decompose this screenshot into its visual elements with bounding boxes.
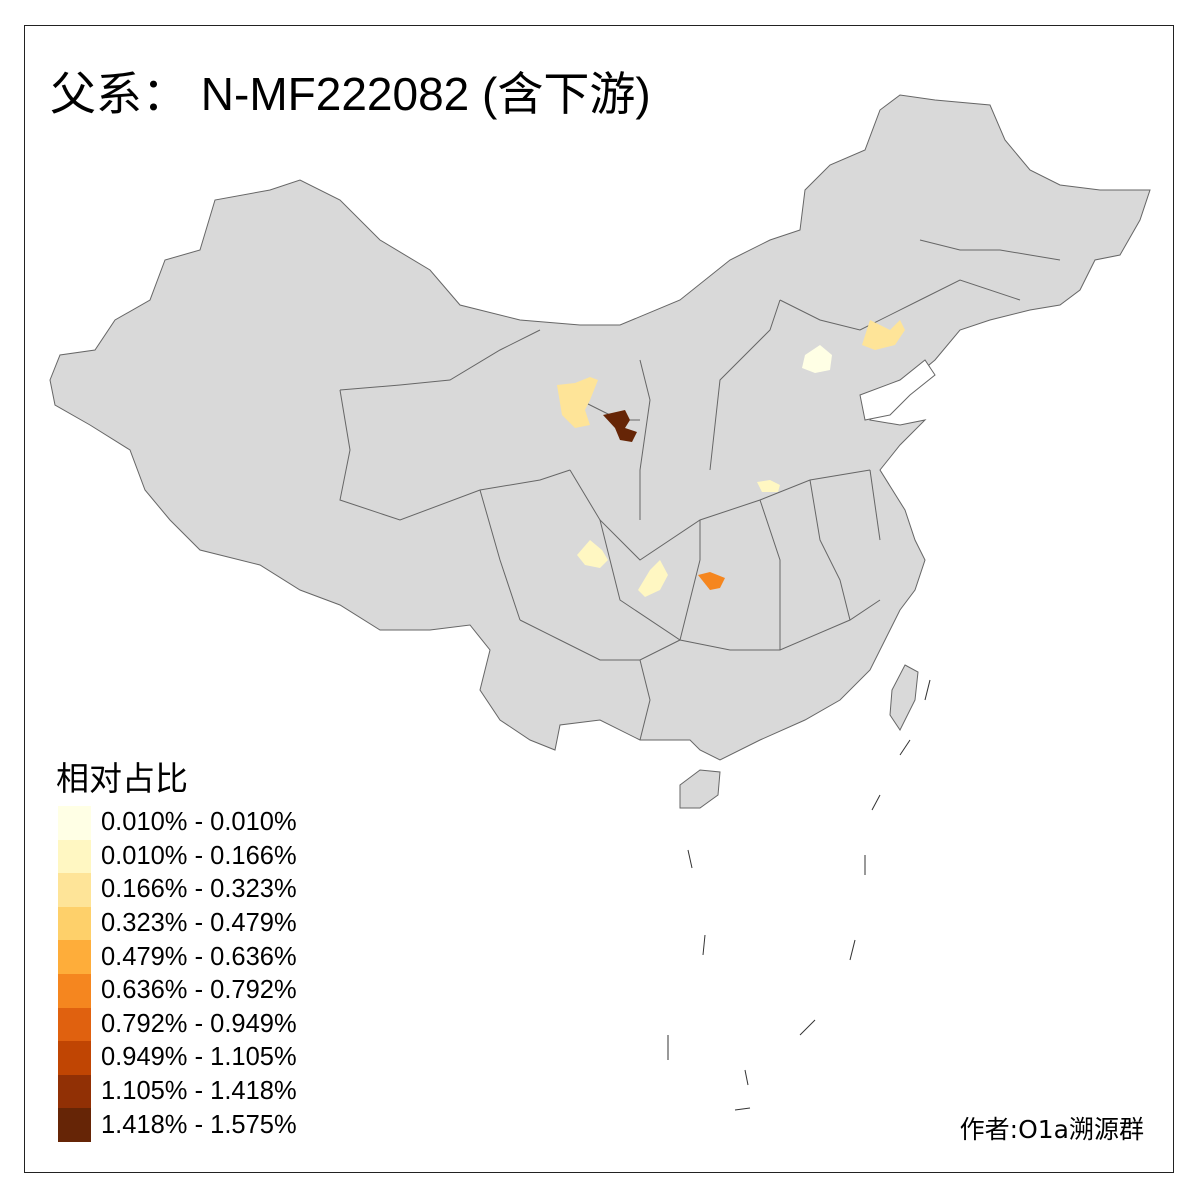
legend-swatch: [58, 1007, 91, 1042]
legend-item: 0.479% - 0.636%: [58, 940, 297, 974]
legend-item: 0.010% - 0.010%: [58, 806, 297, 840]
legend-item: 0.010% - 0.166%: [58, 839, 297, 874]
legend-label: 1.105% - 1.418%: [101, 1077, 297, 1106]
legend-item: 0.636% - 0.792%: [58, 973, 297, 1008]
legend-label: 0.949% - 1.105%: [101, 1043, 297, 1072]
region-level-3: [557, 377, 598, 428]
south-china-sea-islands: [667, 679, 931, 1111]
legend-item: 0.792% - 0.949%: [58, 1007, 297, 1042]
china-landmass: [49, 94, 1151, 809]
legend-label: 0.166% - 0.323%: [101, 875, 297, 904]
mainland-outline: [49, 94, 1151, 761]
highlighted-regions: [557, 320, 905, 597]
legend-item: 0.949% - 1.105%: [58, 1041, 297, 1075]
legend-swatch: [58, 973, 91, 1008]
legend-item: 1.105% - 1.418%: [58, 1074, 297, 1109]
region-level-2-sichuan: [577, 540, 608, 568]
legend-swatch: [58, 806, 91, 840]
region-level-3-liaoning: [862, 320, 905, 350]
legend-label: 0.479% - 0.636%: [101, 942, 297, 971]
region-level-6-hunan: [698, 572, 725, 590]
map-title: 父系： N-MF222082 (含下游): [50, 68, 651, 120]
author-credit: 作者:O1a溯源群: [959, 1115, 1144, 1144]
legend-label: 1.418% - 1.575%: [101, 1110, 297, 1139]
region-level-2-henan: [757, 480, 780, 492]
legend-label: 0.010% - 0.010%: [101, 808, 297, 837]
legend-swatch: [58, 839, 91, 874]
legend-swatch: [58, 940, 91, 974]
legend-swatch: [58, 1041, 91, 1075]
legend-swatch: [58, 1108, 91, 1142]
legend-label: 0.636% - 0.792%: [101, 976, 297, 1005]
legend-label: 0.323% - 0.479%: [101, 909, 297, 938]
legend-label: 0.010% - 0.166%: [101, 841, 297, 870]
region-level-10: [603, 410, 637, 442]
taiwan-island: [889, 664, 919, 731]
legend: 0.010% - 0.010% 0.010% - 0.166% 0.166% - 0…: [58, 806, 297, 1142]
map-frame: [24, 25, 1174, 1173]
province-borders: [339, 239, 1061, 741]
region-level-2-chongqing: [638, 560, 668, 597]
region-level-1-beijing: [802, 345, 832, 373]
bohai-sea: [859, 359, 936, 421]
legend-label: 0.792% - 0.949%: [101, 1009, 297, 1038]
legend-item: 1.418% - 1.575%: [58, 1108, 297, 1142]
legend-item: 0.323% - 0.479%: [58, 906, 297, 941]
hainan-island: [679, 769, 721, 809]
legend-item: 0.166% - 0.323%: [58, 873, 297, 907]
legend-swatch: [58, 906, 91, 941]
legend-title: 相对占比: [56, 759, 188, 798]
legend-swatch: [58, 1074, 91, 1109]
legend-swatch: [58, 873, 91, 907]
